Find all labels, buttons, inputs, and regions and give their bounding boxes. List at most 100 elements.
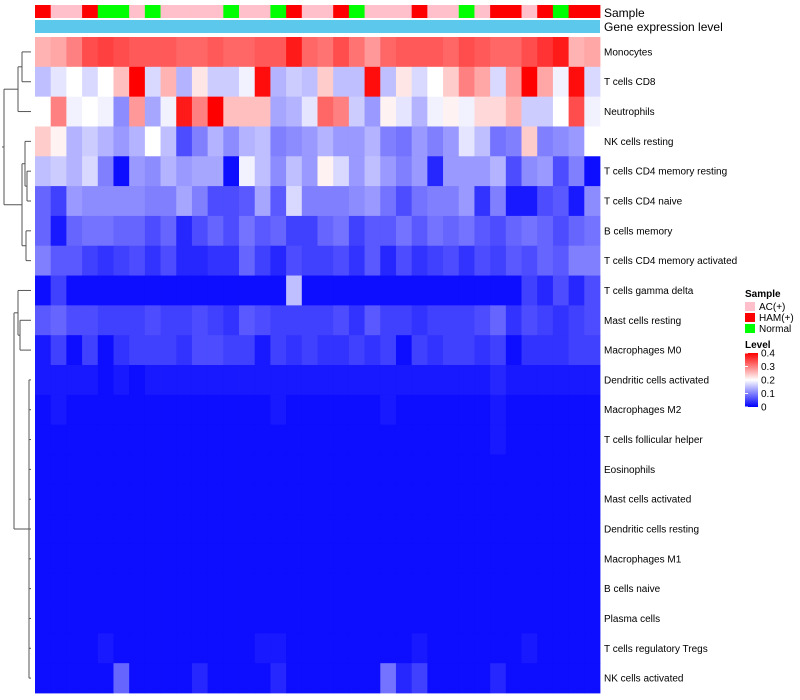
heatmap-cell xyxy=(490,215,507,247)
heatmap-cell xyxy=(395,186,413,217)
heatmap-cell xyxy=(458,66,475,98)
heatmap-cell xyxy=(129,96,146,127)
heatmap-cell xyxy=(537,126,554,157)
legend-level-title: Level xyxy=(745,340,771,351)
heatmap-cell xyxy=(427,603,444,634)
heatmap-cell xyxy=(129,126,146,157)
heatmap-cell xyxy=(301,245,318,276)
heatmap-cell xyxy=(144,484,161,515)
heatmap-cell xyxy=(97,186,114,217)
heatmap-cell xyxy=(333,573,350,604)
heatmap-cell xyxy=(301,543,318,575)
heatmap-cell xyxy=(537,305,554,336)
heatmap-cell xyxy=(270,186,287,217)
heatmap-cell xyxy=(66,633,83,664)
heatmap-cell xyxy=(348,603,365,634)
heatmap-cell xyxy=(113,394,130,426)
heatmap-cell xyxy=(458,275,475,306)
heatmap-cell xyxy=(505,573,522,604)
heatmap-cell xyxy=(239,96,256,127)
legend-level-colorbar xyxy=(745,353,758,407)
heatmap-cell xyxy=(223,514,240,545)
heatmap-cell xyxy=(348,96,365,127)
heatmap-cell xyxy=(113,603,130,634)
heatmap-cell xyxy=(301,514,318,545)
heatmap-cell xyxy=(490,543,507,575)
heatmap-cell xyxy=(505,215,522,247)
heatmap-cell xyxy=(317,305,334,336)
heatmap-cell xyxy=(144,186,161,217)
heatmap-cell xyxy=(521,663,538,694)
heatmap-cell xyxy=(411,275,428,306)
heatmap-cell xyxy=(474,454,491,485)
heatmap-cell xyxy=(113,454,130,485)
heatmap-cell xyxy=(490,245,507,276)
heatmap-cell xyxy=(97,633,114,664)
sample-annotation-cell xyxy=(552,5,570,18)
heatmap-cell xyxy=(443,424,460,455)
row-label: T cells regulatory Tregs xyxy=(604,644,708,655)
heatmap-cell xyxy=(364,365,381,396)
heatmap-cell xyxy=(427,484,444,515)
heatmap-cell xyxy=(97,454,114,485)
heatmap-cell xyxy=(301,484,318,515)
heatmap-cell xyxy=(207,305,224,336)
heatmap-cell xyxy=(286,215,303,247)
heatmap-cell xyxy=(191,186,209,217)
heatmap-cell xyxy=(552,484,570,515)
heatmap-cell xyxy=(584,305,601,336)
heatmap-cell xyxy=(191,365,209,396)
heatmap-cell xyxy=(129,514,146,545)
heatmap-cell xyxy=(50,126,67,157)
heatmap-cell xyxy=(348,454,365,485)
heatmap-cell xyxy=(584,335,601,366)
heatmap-cell xyxy=(50,245,67,276)
heatmap-cell xyxy=(97,96,114,127)
heatmap-cell xyxy=(537,663,554,694)
heatmap-cell xyxy=(223,156,240,187)
heatmap-cell xyxy=(35,305,52,336)
heatmap-cell xyxy=(191,573,209,604)
heatmap-cell xyxy=(97,245,114,276)
heatmap-cell xyxy=(82,484,99,515)
heatmap-cell xyxy=(443,573,460,604)
heatmap-cell xyxy=(254,484,271,515)
heatmap-cell xyxy=(380,335,397,366)
row-label: T cells CD4 memory activated xyxy=(604,256,737,267)
heatmap-cell xyxy=(380,275,397,306)
sample-annotation-cell xyxy=(270,5,287,18)
heatmap-cell xyxy=(584,215,601,247)
heatmap-cell xyxy=(458,335,475,366)
heatmap-cell xyxy=(380,394,397,426)
heatmap-cell xyxy=(490,454,507,485)
sample-annotation-cell xyxy=(411,5,428,18)
heatmap-cell xyxy=(490,96,507,127)
heatmap-cell xyxy=(270,156,287,187)
sample-annotation-cell xyxy=(458,5,475,18)
sample-annotation-cell xyxy=(568,5,585,18)
heatmap-cell xyxy=(35,394,52,426)
heatmap-cell xyxy=(411,603,428,634)
heatmap-cell xyxy=(35,543,52,575)
heatmap-cell xyxy=(301,66,318,98)
heatmap-cell xyxy=(207,573,224,604)
heatmap-cell xyxy=(176,365,193,396)
heatmap-cell xyxy=(584,514,601,545)
heatmap-cell xyxy=(270,633,287,664)
heatmap-cell xyxy=(537,514,554,545)
heatmap-cell xyxy=(223,573,240,604)
heatmap-cell xyxy=(191,514,209,545)
heatmap-cell xyxy=(82,543,99,575)
heatmap-cell xyxy=(239,484,256,515)
heatmap-cell xyxy=(35,603,52,634)
heatmap-cell xyxy=(129,543,146,575)
heatmap-cell xyxy=(552,365,570,396)
row-label: Monocytes xyxy=(604,47,652,58)
heatmap-cell xyxy=(286,603,303,634)
heatmap-cell xyxy=(97,66,114,98)
heatmap-cell xyxy=(427,365,444,396)
sample-annotation-cell xyxy=(427,5,444,18)
row-dendrogram xyxy=(2,51,31,679)
heatmap-cell xyxy=(66,514,83,545)
heatmap-cell xyxy=(301,365,318,396)
